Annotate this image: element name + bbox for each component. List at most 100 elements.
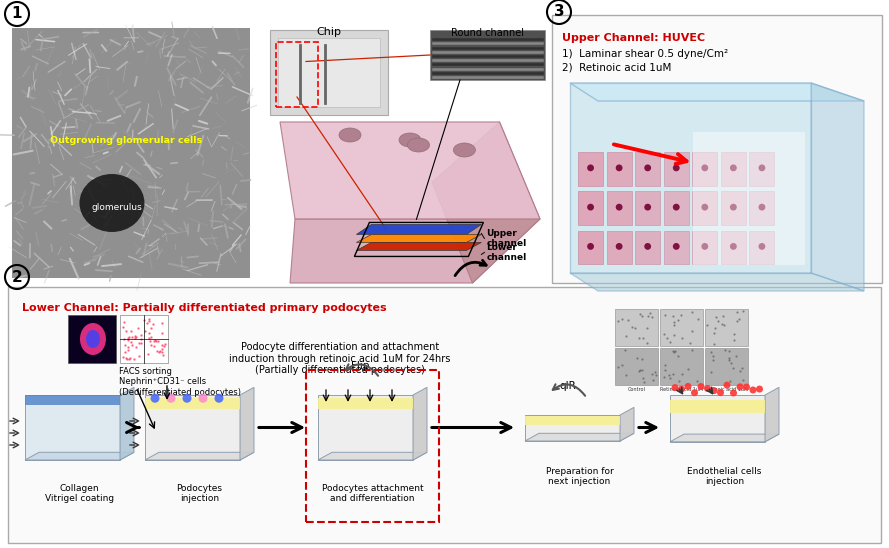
Polygon shape <box>145 452 254 460</box>
Text: Flip: Flip <box>351 361 370 371</box>
Text: Retinoic acid 1uM: Retinoic acid 1uM <box>705 387 749 392</box>
Bar <box>670 395 765 442</box>
Bar <box>278 38 380 107</box>
Circle shape <box>182 394 191 403</box>
Polygon shape <box>670 434 779 442</box>
Bar <box>525 415 620 441</box>
Bar <box>68 315 116 363</box>
Text: Podocytes attachment
and differentiation: Podocytes attachment and differentiation <box>322 484 423 504</box>
Bar <box>749 191 774 225</box>
Text: FACS sorting
Nephrin⁺CD31⁻ cells
(Dedifferentiated podocytes): FACS sorting Nephrin⁺CD31⁻ cells (Dediff… <box>119 367 241 397</box>
Bar <box>552 15 882 283</box>
Ellipse shape <box>339 128 361 142</box>
Circle shape <box>616 164 622 172</box>
Polygon shape <box>432 122 540 283</box>
Polygon shape <box>620 407 634 441</box>
Circle shape <box>756 386 763 392</box>
Bar <box>525 416 620 425</box>
Ellipse shape <box>79 174 144 232</box>
Bar <box>8 287 881 543</box>
Bar <box>664 191 689 225</box>
Bar <box>660 309 703 346</box>
Bar <box>318 398 413 409</box>
Text: Upper
channel: Upper channel <box>486 229 526 248</box>
Bar <box>670 399 765 413</box>
Circle shape <box>730 204 737 210</box>
Circle shape <box>587 243 594 250</box>
Bar <box>12 28 250 278</box>
Bar <box>615 309 658 346</box>
Bar <box>693 191 717 225</box>
Circle shape <box>616 204 622 210</box>
Polygon shape <box>570 273 864 291</box>
Bar <box>606 191 632 225</box>
Bar <box>664 231 689 264</box>
Bar <box>120 315 168 363</box>
Bar <box>578 231 603 264</box>
Text: Collagen
Vitrigel coating: Collagen Vitrigel coating <box>45 484 114 504</box>
Polygon shape <box>570 83 811 273</box>
Text: Endothelial cells
injection: Endothelial cells injection <box>687 466 762 486</box>
Circle shape <box>743 384 750 391</box>
Bar <box>749 231 774 264</box>
Bar <box>705 348 748 385</box>
Text: Lower Channel: Partially differentiated primary podocytes: Lower Channel: Partially differentiated … <box>22 303 387 313</box>
Text: 2: 2 <box>12 270 22 284</box>
Bar <box>25 395 120 460</box>
Text: 1)  Laminar shear 0.5 dyne/Cm²: 1) Laminar shear 0.5 dyne/Cm² <box>562 49 728 59</box>
Circle shape <box>166 394 175 403</box>
Polygon shape <box>120 387 134 460</box>
Circle shape <box>587 204 594 210</box>
Ellipse shape <box>80 323 106 355</box>
Text: Upper Channel: HUVEC: Upper Channel: HUVEC <box>562 33 705 43</box>
Bar <box>606 152 632 186</box>
Polygon shape <box>318 452 427 460</box>
Text: Round channel: Round channel <box>451 28 524 38</box>
Ellipse shape <box>407 138 429 152</box>
Bar <box>660 348 703 385</box>
Circle shape <box>710 387 717 394</box>
Circle shape <box>701 164 709 172</box>
Text: glomerulus: glomerulus <box>92 203 142 213</box>
Circle shape <box>671 384 678 391</box>
Circle shape <box>685 383 692 390</box>
Circle shape <box>701 204 709 210</box>
Circle shape <box>730 390 737 396</box>
Circle shape <box>704 385 711 392</box>
Circle shape <box>616 243 622 250</box>
Polygon shape <box>240 387 254 460</box>
Bar <box>276 42 318 107</box>
Text: Lower
channel: Lower channel <box>486 243 526 262</box>
Circle shape <box>758 204 765 210</box>
Circle shape <box>645 164 651 172</box>
Text: qIR: qIR <box>559 381 576 391</box>
Polygon shape <box>356 235 482 242</box>
Ellipse shape <box>399 133 421 147</box>
Polygon shape <box>413 387 427 460</box>
Circle shape <box>730 243 737 250</box>
Bar <box>705 309 748 346</box>
Text: 2)  Retinoic acid 1uM: 2) Retinoic acid 1uM <box>562 63 671 73</box>
Bar <box>664 152 689 186</box>
Bar <box>635 152 661 186</box>
Polygon shape <box>570 83 864 101</box>
Bar <box>721 231 746 264</box>
Polygon shape <box>356 225 482 235</box>
Bar <box>693 231 717 264</box>
Bar <box>749 152 774 186</box>
Circle shape <box>717 389 724 396</box>
Circle shape <box>730 164 737 172</box>
Ellipse shape <box>453 143 476 157</box>
Text: 3: 3 <box>554 4 565 20</box>
Circle shape <box>724 381 731 389</box>
Bar <box>306 370 439 522</box>
Text: Podocyte differentiation and attachment
induction through retinoic acid 1uM for : Podocyte differentiation and attachment … <box>229 342 451 375</box>
Circle shape <box>673 243 680 250</box>
Circle shape <box>698 383 704 390</box>
Bar <box>721 191 746 225</box>
Text: Retinoic acid 1uM: Retinoic acid 1uM <box>660 387 703 392</box>
Circle shape <box>758 243 765 250</box>
Circle shape <box>758 164 765 172</box>
Text: 1: 1 <box>12 7 22 21</box>
Polygon shape <box>280 122 540 219</box>
